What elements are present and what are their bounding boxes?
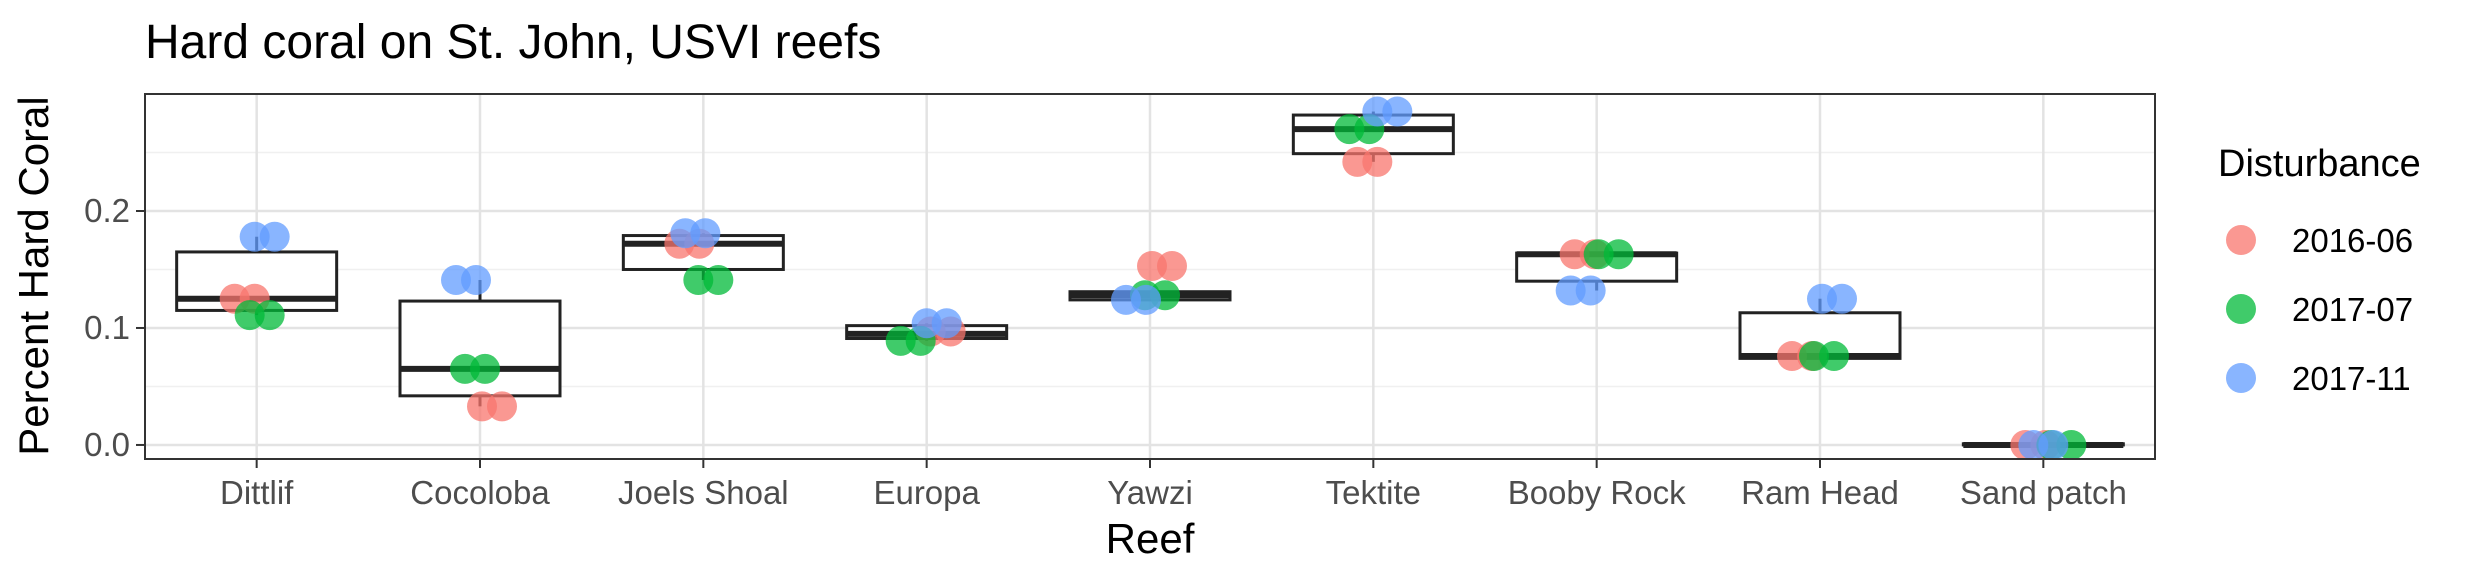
data-point	[259, 221, 290, 252]
y-axis-title: Percent Hard Coral	[10, 96, 57, 455]
x-tick-label: Booby Rock	[1508, 474, 1686, 511]
data-point	[1382, 96, 1413, 127]
data-point	[1827, 283, 1857, 314]
data-point	[1603, 239, 1634, 270]
data-point	[1819, 341, 1849, 372]
legend-key	[2226, 363, 2256, 393]
data-point	[254, 300, 285, 331]
legend-key	[2226, 225, 2256, 255]
y-tick-label: 0.1	[84, 309, 130, 346]
data-point	[690, 218, 721, 249]
y-tick-label: 0.2	[84, 192, 130, 229]
data-point	[1362, 146, 1393, 177]
chart-title: Hard coral on St. John, USVI reefs	[145, 16, 881, 69]
x-tick-label: Europa	[873, 474, 980, 511]
legend-label: 2017-07	[2292, 291, 2413, 328]
x-tick-label: Cocoloba	[410, 474, 550, 511]
x-tick-label: Joels Shoal	[618, 474, 789, 511]
x-tick-label: Yawzi	[1107, 474, 1193, 511]
legend-label: 2017-11	[2292, 360, 2411, 397]
data-point	[487, 391, 517, 422]
data-point	[1131, 284, 1161, 315]
point-layer	[219, 96, 2087, 460]
data-point	[1157, 250, 1187, 281]
legend-label: 2016-06	[2292, 222, 2413, 259]
data-point	[1575, 275, 1606, 306]
data-point	[461, 265, 491, 296]
x-tick-label: Sand patch	[1960, 474, 2127, 511]
legend-title: Disturbance	[2218, 143, 2421, 185]
x-axis: Dittlif Cocoloba Joels Shoal Europa Yawzi Tek…	[220, 459, 2127, 511]
x-tick-label: Ram Head	[1741, 474, 1899, 511]
x-tick-label: Dittlif	[220, 474, 294, 511]
y-axis: 0.0 0.1 0.2	[84, 192, 145, 463]
legend: Disturbance 2016-06 2017-07 2017-11	[2218, 143, 2421, 397]
data-point	[2038, 429, 2069, 460]
x-axis-title: Reef	[1106, 515, 1195, 562]
y-tick-label: 0.0	[84, 426, 130, 463]
x-tick-label: Tektite	[1326, 474, 1421, 511]
data-point	[470, 353, 500, 384]
data-point	[703, 265, 734, 296]
legend-key	[2226, 294, 2256, 324]
data-point	[931, 308, 962, 339]
